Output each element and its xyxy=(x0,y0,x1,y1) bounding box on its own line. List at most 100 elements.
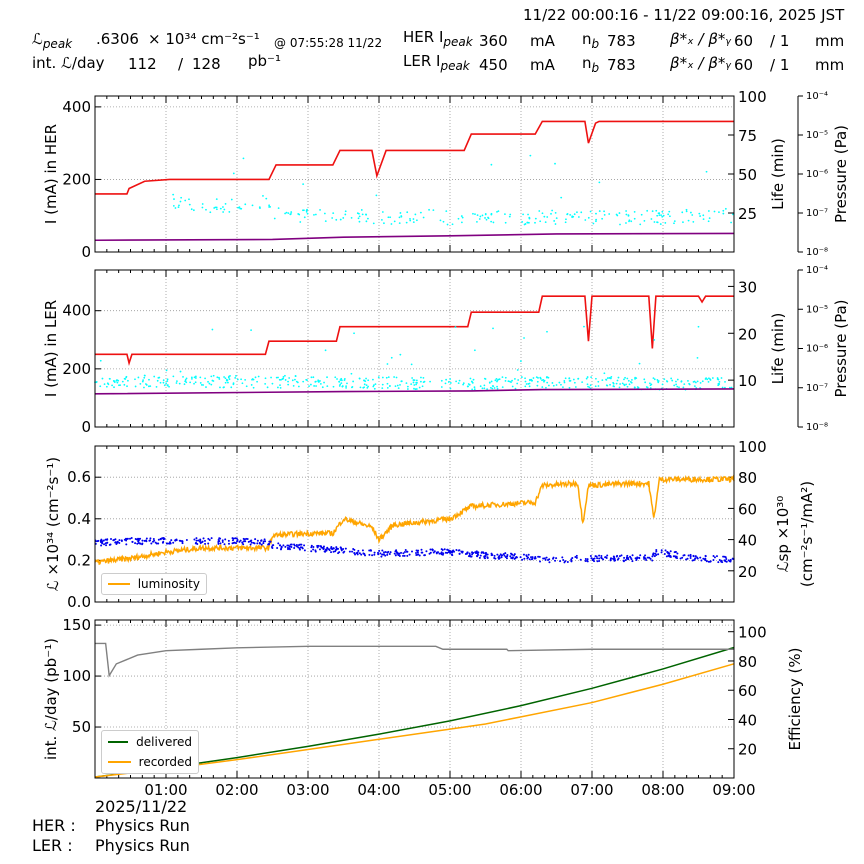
specific-lumi-point xyxy=(152,537,155,540)
lifetime-point xyxy=(478,218,481,220)
specific-lumi-point xyxy=(474,552,477,555)
lifetime-point xyxy=(497,378,500,381)
lifetime-point xyxy=(366,386,369,389)
specific-lumi-point xyxy=(404,549,407,552)
lifetime-point xyxy=(308,385,310,388)
lifetime-point xyxy=(455,380,457,383)
specific-lumi-point xyxy=(415,552,418,555)
specific-lumi-point xyxy=(118,539,121,542)
lifetime-point xyxy=(568,386,571,389)
lifetime-point xyxy=(350,216,353,219)
lifetime-point xyxy=(324,349,327,352)
specific-lumi-point xyxy=(319,545,322,548)
lifetime-point xyxy=(676,385,679,388)
lifetime-point xyxy=(676,378,679,381)
lifetime-point xyxy=(400,215,403,217)
lifetime-point xyxy=(215,198,218,201)
lifetime-point xyxy=(271,382,274,385)
lifetime-point xyxy=(139,382,142,385)
current-line xyxy=(95,295,734,366)
specific-lumi-point xyxy=(554,559,557,562)
specific-lumi-point xyxy=(332,547,335,550)
y-tick-label: 200 xyxy=(62,360,91,378)
lifetime-point xyxy=(332,385,335,388)
lifetime-point xyxy=(213,207,216,209)
specific-lumi-point xyxy=(268,540,271,543)
specific-lumi-point xyxy=(493,557,496,560)
lifetime-point xyxy=(699,215,702,217)
lifetime-point xyxy=(375,194,378,197)
specific-lumi-point xyxy=(373,553,376,556)
lifetime-point xyxy=(501,376,504,379)
specific-lumi-point xyxy=(651,555,654,558)
specific-lumi-point xyxy=(651,559,654,562)
lifetime-point xyxy=(419,380,422,383)
ler-nb-sub: b xyxy=(591,61,600,75)
lifetime-point xyxy=(256,380,258,383)
lifetime-point xyxy=(343,379,346,382)
specific-lumi-point xyxy=(561,556,564,559)
specific-lumi-point xyxy=(691,559,694,562)
footer-ler-label: LER : xyxy=(32,836,73,855)
lifetime-point xyxy=(484,212,487,215)
specific-lumi-point xyxy=(415,549,418,552)
lifetime-point xyxy=(574,386,577,388)
specific-lumi-point xyxy=(689,553,692,556)
lifetime-point xyxy=(148,378,150,381)
lifetime-point xyxy=(724,386,726,389)
lifetime-point xyxy=(625,210,628,212)
lifetime-point xyxy=(95,380,98,383)
specific-lumi-point xyxy=(559,560,562,563)
lifetime-point xyxy=(399,353,402,356)
specific-lumi-point xyxy=(649,557,652,560)
lifetime-point xyxy=(490,163,493,166)
lifetime-point xyxy=(373,387,376,390)
specific-lumi-point xyxy=(704,557,707,560)
lifetime-point xyxy=(250,329,252,331)
lifetime-point xyxy=(143,386,145,389)
lifetime-point xyxy=(724,207,727,210)
plot-frame xyxy=(94,269,735,428)
her-beta-x: 60 xyxy=(734,32,754,50)
lifetime-point xyxy=(526,221,529,224)
lifetime-point xyxy=(471,381,474,384)
lifetime-point xyxy=(483,387,486,390)
lifetime-point xyxy=(310,376,313,379)
lifetime-point xyxy=(306,379,308,382)
lifetime-point xyxy=(306,212,309,215)
specific-lumi-point xyxy=(145,539,148,542)
specific-lumi-point xyxy=(377,553,380,556)
lifetime-point xyxy=(242,157,245,160)
lifetime-point xyxy=(335,218,338,221)
lifetime-point xyxy=(615,213,618,216)
specific-lumi-point xyxy=(570,558,573,561)
specific-lumi-point xyxy=(502,553,505,556)
specific-lumi-point xyxy=(713,556,716,559)
specific-lumi-point xyxy=(264,540,267,543)
specific-lumi-point xyxy=(162,537,165,540)
lifetime-point xyxy=(628,383,631,386)
lifetime-point xyxy=(590,376,593,379)
specific-lumi-point xyxy=(622,559,625,562)
lifetime-point xyxy=(587,385,589,388)
lifetime-point xyxy=(410,383,413,386)
lifetime-point xyxy=(697,325,700,328)
lifetime-point xyxy=(612,385,615,387)
lifetime-point xyxy=(199,376,202,379)
lifetime-point xyxy=(99,359,102,362)
lifetime-point xyxy=(487,217,490,220)
lifetime-point xyxy=(562,386,564,388)
lifetime-point xyxy=(616,379,619,382)
specific-lumi-point xyxy=(388,552,391,555)
lifetime-point xyxy=(635,377,638,380)
specific-lumi-point xyxy=(450,553,453,556)
lifetime-point xyxy=(554,211,557,214)
lifetime-point xyxy=(393,220,396,223)
specific-lumi-point xyxy=(705,560,708,563)
lifetime-point xyxy=(560,196,563,199)
lifetime-point xyxy=(302,380,305,383)
specific-lumi-point xyxy=(172,541,175,544)
y2-tick-label: 60 xyxy=(738,682,757,700)
lifetime-point xyxy=(412,381,415,384)
lifetime-point xyxy=(180,196,183,199)
